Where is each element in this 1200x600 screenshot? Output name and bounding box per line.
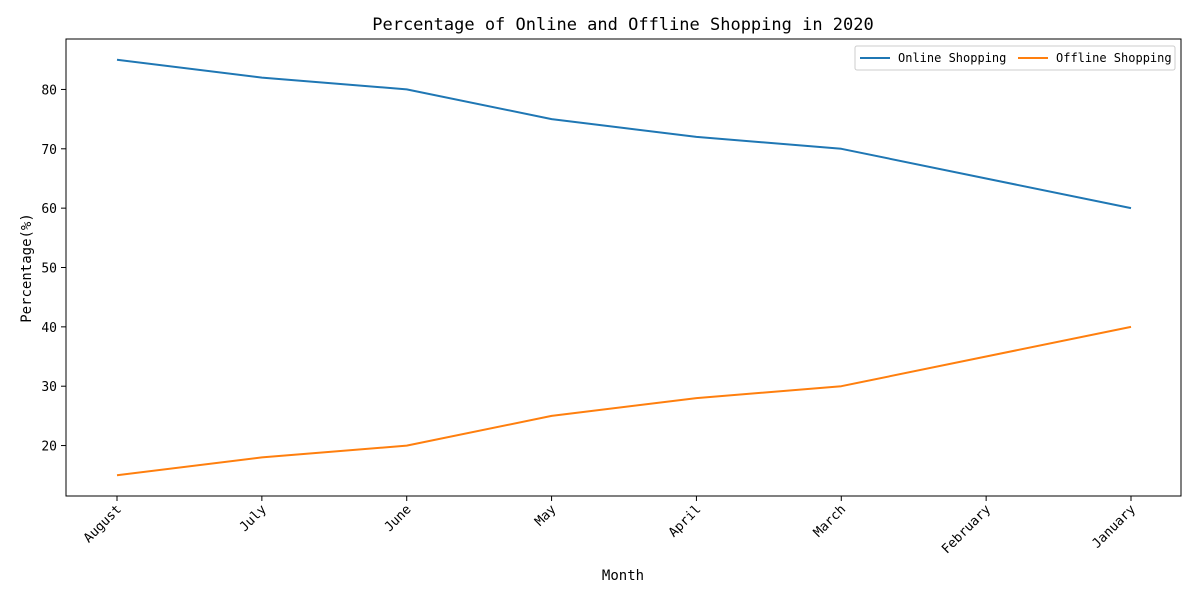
plot-frame bbox=[65, 38, 1182, 497]
y-tick-label: 30 bbox=[41, 380, 57, 395]
x-tick-label: May bbox=[532, 502, 559, 529]
y-tick-label: 60 bbox=[41, 202, 57, 217]
x-tick-label: February bbox=[939, 502, 994, 557]
y-tick-label: 80 bbox=[41, 83, 57, 98]
y-axis-title: Percentage(%) bbox=[19, 213, 35, 323]
x-tick-label: March bbox=[811, 502, 849, 540]
y-tick-label: 50 bbox=[41, 262, 57, 277]
legend-label: Online Shopping bbox=[898, 51, 1006, 65]
legend: Online Shopping Offline Shopping bbox=[854, 45, 1176, 71]
plot-area bbox=[116, 58, 1132, 477]
y-axis: 20 30 40 50 60 70 80 bbox=[41, 83, 66, 455]
x-tick-label: August bbox=[81, 502, 125, 546]
series-line-0 bbox=[116, 58, 1132, 210]
x-tick-label: January bbox=[1089, 502, 1138, 551]
x-axis: August July June May April March February Janua… bbox=[81, 496, 1139, 557]
legend-label: Offline Shopping bbox=[1056, 51, 1172, 65]
chart-title: Percentage of Online and Offline Shoppin… bbox=[372, 15, 874, 35]
y-tick-label: 70 bbox=[41, 143, 57, 158]
x-tick-label: April bbox=[666, 502, 704, 540]
legend-box bbox=[854, 45, 1176, 71]
x-tick-label: July bbox=[237, 502, 270, 535]
x-axis-title: Month bbox=[602, 568, 644, 584]
y-tick-label: 20 bbox=[41, 440, 57, 455]
series-line-1 bbox=[116, 325, 1132, 477]
y-tick-label: 40 bbox=[41, 321, 57, 336]
x-tick-label: June bbox=[382, 502, 415, 535]
